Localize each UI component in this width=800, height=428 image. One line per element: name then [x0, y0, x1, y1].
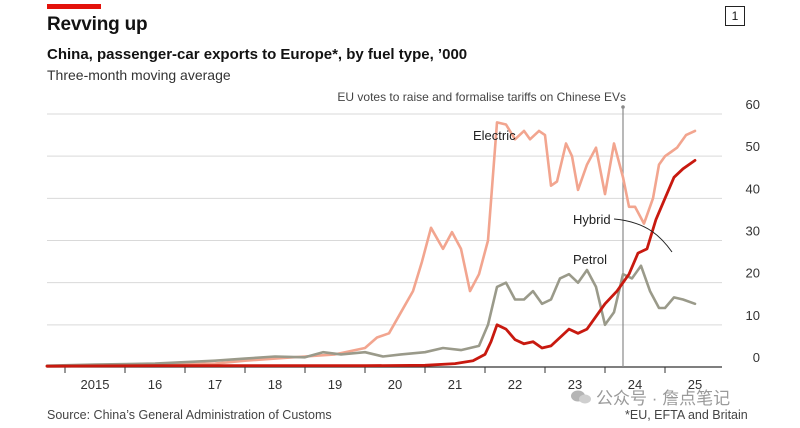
wechat-icon: [571, 390, 591, 403]
y-tick-label-60: 60: [746, 97, 760, 112]
x-tick-label-2015: 2015: [81, 377, 110, 392]
series-line-hybrid: [45, 158, 697, 368]
chart-subtitle: China, passenger-car exports to Europe*,…: [47, 46, 468, 63]
y-tick-label-40: 40: [746, 181, 760, 196]
chart-title: Revving up: [47, 14, 148, 35]
x-tick-label-20: 20: [388, 377, 402, 392]
series-label-petrol: Petrol: [573, 252, 607, 267]
x-tick-label-16: 16: [148, 377, 162, 392]
footnote: *EU, EFTA and Britain: [625, 408, 748, 422]
chart-number-badge: 1: [725, 6, 745, 26]
x-tick-label-21: 21: [448, 377, 462, 392]
x-tick-label-22: 22: [508, 377, 522, 392]
y-tick-label-0: 0: [753, 350, 760, 365]
source-note: Source: China’s General Administration o…: [47, 408, 332, 422]
series-labels: Electric Hybrid Petrol: [473, 128, 673, 267]
x-tick-label-24: 24: [628, 377, 642, 392]
chart-subsubtitle: Three-month moving average: [47, 67, 231, 83]
annotation-dot: [621, 105, 625, 109]
x-tick-label-25: 25: [688, 377, 702, 392]
y-tick-label-10: 10: [746, 308, 760, 323]
x-tick-label-19: 19: [328, 377, 342, 392]
y-tick-label-20: 20: [746, 266, 760, 281]
annotation-group: EU votes to raise and formalise tariffs …: [337, 90, 626, 367]
x-tick-label-18: 18: [268, 377, 282, 392]
accent-bar: [47, 4, 101, 9]
series-label-electric: Electric: [473, 128, 516, 143]
y-tick-label-50: 50: [746, 139, 760, 154]
annotation-text: EU votes to raise and formalise tariffs …: [337, 90, 626, 104]
watermark-text: 公众号 · 詹点笔记: [596, 389, 731, 408]
series-label-hybrid: Hybrid: [573, 212, 611, 227]
x-tick-label-23: 23: [568, 377, 582, 392]
watermark: 公众号 · 詹点笔记: [570, 384, 730, 409]
series-line-electric: [45, 121, 697, 368]
grid-lines: 0 10 20 30 40 50 60: [47, 97, 760, 365]
series-line-petrol: [45, 264, 697, 368]
y-tick-label-30: 30: [746, 224, 760, 239]
hybrid-leader-line: [613, 218, 673, 253]
x-tick-label-17: 17: [208, 377, 222, 392]
series-group: [45, 121, 697, 368]
